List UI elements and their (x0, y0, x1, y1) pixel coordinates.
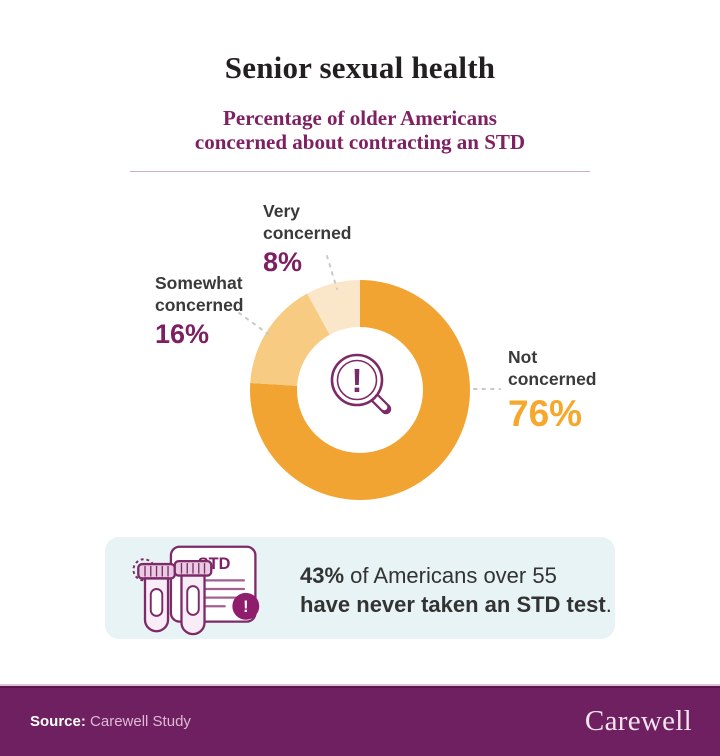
source-label: Source: (30, 712, 86, 730)
callout-line2: have never taken an STD test (300, 592, 606, 617)
divider-rule (130, 171, 590, 172)
callout-text: 43% of Americans over 55 have never take… (300, 561, 612, 619)
label-somewhat-concerned: Somewhat concerned 16% (155, 272, 244, 350)
label-somewhat-line2: concerned (155, 295, 244, 315)
magnifier-alert-icon: ! (330, 353, 392, 415)
callout-line2-end: . (605, 592, 612, 617)
page-title: Senior sexual health (224, 50, 496, 85)
brand-wordmark: Carewell (584, 704, 692, 737)
alert-badge-icon: ! (232, 592, 260, 620)
label-not-line1: Not (508, 347, 538, 367)
std-test-icon: STD (132, 545, 260, 636)
source-value: Carewell Study (90, 712, 191, 730)
value-somewhat-concerned: 16% (155, 319, 210, 349)
callout-stat: 43% (300, 563, 345, 588)
label-very-line1: Very (263, 201, 300, 221)
callout-card: STD (105, 537, 615, 639)
chart-subtitle-line2: concerned about contracting an STD (194, 130, 526, 154)
value-not-concerned: 76% (508, 393, 583, 434)
footer-bar: Source: Carewell Study Carewell (0, 684, 720, 756)
label-somewhat-line1: Somewhat (155, 273, 243, 293)
exclamation-glyph: ! (352, 362, 363, 399)
chart-subtitle-line1: Percentage of older Americans (223, 106, 497, 130)
value-very-concerned: 8% (263, 247, 303, 277)
label-very-concerned: Very concerned 8% (263, 200, 352, 278)
label-very-line2: concerned (263, 223, 352, 243)
label-not-concerned: Not concerned 76% (508, 346, 597, 435)
label-not-line2: concerned (508, 369, 597, 389)
alert-badge-glyph: ! (243, 598, 248, 616)
chart-subtitle: Percentage of older Americans concerned … (0, 106, 720, 154)
test-tube-right (173, 560, 213, 636)
magnifier-lens (330, 353, 384, 407)
callout-line1-rest: of Americans over 55 (344, 563, 557, 588)
source-credit: Source: Carewell Study (30, 713, 191, 730)
test-tube-left (137, 562, 176, 633)
